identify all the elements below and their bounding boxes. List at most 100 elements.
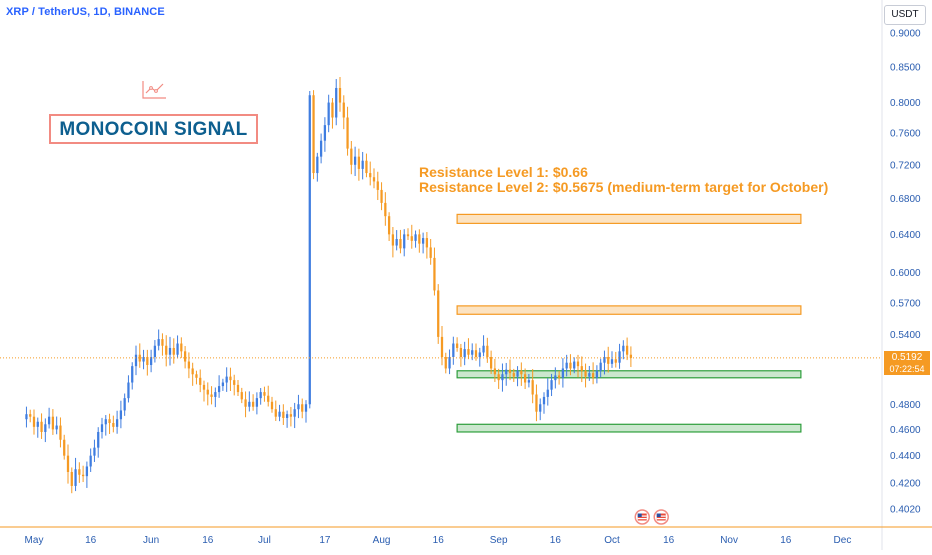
candle-body xyxy=(580,366,583,371)
candle-body xyxy=(516,370,519,377)
y-tick-label: 0.4600 xyxy=(890,425,921,436)
candle-body xyxy=(425,238,429,248)
x-tick-label: Oct xyxy=(604,535,620,546)
candle-body xyxy=(569,362,572,369)
candle-body xyxy=(395,238,398,246)
y-tick-label: 0.8500 xyxy=(890,62,921,73)
candle-body xyxy=(225,376,228,383)
candle-body xyxy=(274,409,277,417)
candle-body xyxy=(47,416,51,425)
candle-body xyxy=(357,156,361,169)
candle-body xyxy=(142,356,145,362)
candle-body xyxy=(629,354,633,358)
x-tick-label: Jul xyxy=(258,535,271,546)
candle-body xyxy=(335,87,338,118)
candle-body xyxy=(452,343,455,357)
candle-body xyxy=(240,392,243,400)
candle-body xyxy=(236,384,240,393)
candles xyxy=(25,77,633,494)
candle-body xyxy=(433,257,436,291)
candle-body xyxy=(505,369,508,375)
candle-body xyxy=(607,356,610,364)
candle-body xyxy=(353,156,357,165)
candle-body xyxy=(100,424,104,432)
us-flag-icon[interactable] xyxy=(653,509,669,525)
candle-body xyxy=(376,181,379,190)
chart-line-icon xyxy=(142,81,166,99)
x-tick-label: 17 xyxy=(319,535,331,546)
candle-body xyxy=(85,466,89,477)
candle-body xyxy=(501,374,504,381)
candle-body xyxy=(146,356,149,365)
x-tick-label: 16 xyxy=(663,535,675,546)
candle-body xyxy=(361,160,364,169)
candle-body xyxy=(134,354,138,367)
candle-body xyxy=(448,356,451,369)
candle-body xyxy=(187,361,191,369)
candle-body xyxy=(217,386,221,393)
y-tick-label: 0.5700 xyxy=(890,298,921,309)
candle-body xyxy=(565,362,568,369)
candle-body xyxy=(36,421,39,427)
candle-body xyxy=(535,394,538,412)
candle-body xyxy=(410,236,413,241)
candle-body xyxy=(463,349,466,357)
candle-body xyxy=(115,419,119,427)
candle-body xyxy=(346,117,349,149)
candle-body xyxy=(202,384,206,390)
candle-body xyxy=(561,368,565,378)
y-tick-label: 0.5400 xyxy=(890,330,921,341)
candle-body xyxy=(195,374,198,378)
candle-body xyxy=(622,345,625,352)
candle-body xyxy=(127,382,130,399)
candle-body xyxy=(282,411,285,418)
y-tick-label: 0.4800 xyxy=(890,400,921,411)
y-tick-label: 0.4020 xyxy=(890,505,921,516)
candle-body xyxy=(444,356,447,369)
resistance-zone xyxy=(456,213,802,224)
y-tick-label: 0.6400 xyxy=(890,230,921,241)
candle-body xyxy=(554,375,557,381)
candle-body xyxy=(331,102,334,118)
candle-body xyxy=(550,380,553,390)
candle-body xyxy=(70,471,73,486)
symbol-title[interactable]: XRP / TetherUS, 1D, BINANCE xyxy=(6,6,165,18)
candle-body xyxy=(399,238,402,249)
y-tick-label: 0.8000 xyxy=(890,98,921,109)
candle-body xyxy=(278,411,281,417)
candle-body xyxy=(304,404,308,412)
candle-body xyxy=(497,374,500,381)
candle-body xyxy=(482,345,485,353)
candle-body xyxy=(112,423,115,427)
resistance-level-2-text: Resistance Level 2: $0.5675 (medium-term… xyxy=(419,179,829,195)
brand-logo-box: MONOCOIN SIGNAL xyxy=(49,114,258,144)
candle-body xyxy=(369,173,372,178)
candle-body xyxy=(429,247,432,258)
candle-body xyxy=(614,359,617,363)
candle-body xyxy=(573,361,576,369)
candle-body xyxy=(289,414,293,417)
candle-body xyxy=(421,238,425,244)
candle-body xyxy=(233,380,236,385)
candle-body xyxy=(214,392,217,397)
candle-body xyxy=(93,447,96,456)
candle-body xyxy=(319,140,323,157)
candle-body xyxy=(493,368,497,375)
candle-body xyxy=(108,419,111,424)
currency-button[interactable]: USDT xyxy=(884,5,926,25)
candle-body xyxy=(603,356,606,363)
y-tick-label: 0.6000 xyxy=(890,268,921,279)
x-tick-label: Dec xyxy=(834,535,852,546)
candle-body xyxy=(149,356,153,365)
us-flag-icon[interactable] xyxy=(634,509,650,525)
candle-body xyxy=(81,474,85,477)
candle-body xyxy=(486,345,489,357)
resistance-annotation: Resistance Level 1: $0.66 Resistance Lev… xyxy=(419,165,828,195)
candle-body xyxy=(557,375,561,378)
candle-body xyxy=(312,95,315,174)
candle-body xyxy=(63,439,66,456)
candle-body xyxy=(406,234,410,237)
candle-body xyxy=(523,374,527,383)
candle-body xyxy=(414,234,417,241)
